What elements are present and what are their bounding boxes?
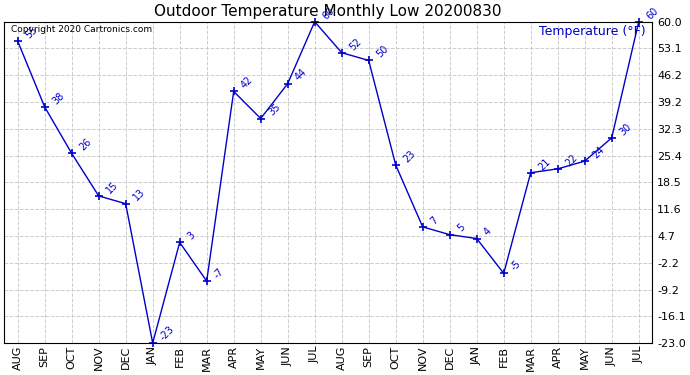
Text: 44: 44	[293, 67, 309, 83]
Text: 38: 38	[50, 90, 66, 106]
Text: 26: 26	[77, 137, 93, 153]
Text: 22: 22	[563, 152, 579, 168]
Text: Copyright 2020 Cartronics.com: Copyright 2020 Cartronics.com	[10, 25, 152, 34]
Text: 35: 35	[266, 102, 282, 118]
Text: 21: 21	[536, 156, 552, 172]
Text: 52: 52	[347, 36, 363, 52]
Text: 23: 23	[402, 148, 417, 164]
Text: 15: 15	[104, 179, 120, 195]
Text: 60: 60	[644, 5, 660, 21]
Text: -7: -7	[213, 266, 226, 280]
Title: Outdoor Temperature Monthly Low 20200830: Outdoor Temperature Monthly Low 20200830	[155, 4, 502, 19]
Text: -5: -5	[509, 259, 523, 273]
Text: Temperature (°F): Temperature (°F)	[539, 25, 646, 38]
Text: 5: 5	[455, 222, 466, 234]
Text: 55: 55	[23, 24, 39, 40]
Text: 24: 24	[590, 144, 606, 160]
Text: -23: -23	[158, 324, 177, 342]
Text: 60: 60	[320, 5, 336, 21]
Text: 13: 13	[131, 187, 147, 203]
Text: 30: 30	[618, 122, 633, 137]
Text: 7: 7	[428, 214, 440, 226]
Text: 42: 42	[239, 75, 255, 91]
Text: 3: 3	[185, 230, 197, 242]
Text: 4: 4	[482, 226, 493, 238]
Text: 50: 50	[374, 44, 390, 60]
